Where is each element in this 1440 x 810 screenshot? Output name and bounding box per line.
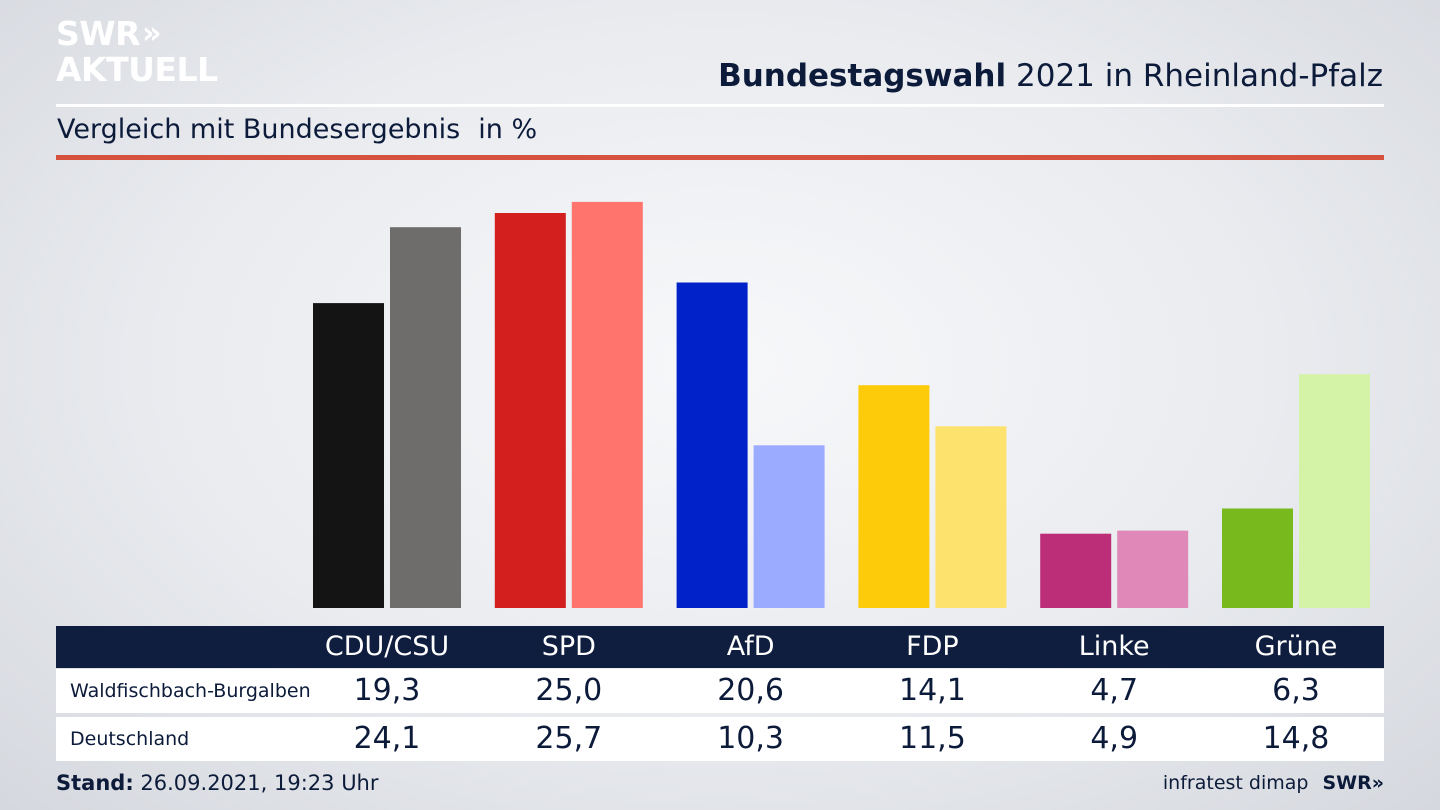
- value-linke-waldfischbach: 4,7: [1090, 673, 1139, 708]
- subtitle-divider: [56, 155, 1384, 160]
- value-fdp-waldfischbach: 14,1: [898, 673, 966, 708]
- row-label-waldfischbach: Waldfischbach-Burgalben: [70, 680, 311, 702]
- swr-aktuell-logo: SWR » AKTUELL: [56, 16, 218, 88]
- table-header-row: CDU/CSU SPD AfD FDP Linke Grüne: [56, 626, 1384, 668]
- bar-linke-deutschland: [1117, 530, 1189, 608]
- timestamp-label: Stand:: [56, 771, 134, 795]
- source-name: infratest dimap: [1162, 772, 1309, 794]
- table-row-waldfischbach: Waldfischbach-Burgalben 19,3 25,0 20,6 14,1…: [56, 669, 1384, 713]
- bar-linke-waldfischbach: [1040, 533, 1112, 608]
- column-header-gr-ne: Grüne: [1254, 631, 1338, 662]
- value-fdp-deutschland: 11,5: [898, 721, 966, 756]
- bar-spd-deutschland: [571, 201, 643, 608]
- table-row-deutschland: Deutschland 24,1 25,7 10,3 11,5 4,9 14,8: [56, 717, 1384, 761]
- bar-fdp-waldfischbach: [858, 385, 930, 608]
- timestamp: Stand: 26.09.2021, 19:23 Uhr: [56, 771, 379, 795]
- value-afd-deutschland: 10,3: [717, 721, 784, 756]
- logo-aktuell-text: AKTUELL: [56, 50, 218, 89]
- value-linke-deutschland: 4,9: [1090, 721, 1139, 756]
- subtitle-unit: in %: [478, 114, 538, 145]
- value-cdu-csu-deutschland: 24,1: [353, 721, 421, 756]
- value-afd-waldfischbach: 20,6: [717, 673, 784, 708]
- chart-subtitle: Vergleich mit Bundesergebnis in %: [57, 114, 537, 145]
- value-gr-ne-waldfischbach: 6,3: [1272, 673, 1320, 708]
- subtitle-text: Vergleich mit Bundesergebnis: [57, 114, 461, 145]
- logo-chevron-icon: »: [142, 16, 162, 51]
- bar-gr-ne-waldfischbach: [1222, 508, 1293, 608]
- header-divider: [56, 104, 1384, 107]
- column-header-spd: SPD: [541, 631, 596, 662]
- bar-spd-waldfischbach: [494, 213, 566, 608]
- bar-cdu-csu-deutschland: [390, 227, 461, 608]
- value-spd-deutschland: 25,7: [535, 721, 603, 756]
- value-cdu-csu-waldfischbach: 19,3: [353, 673, 421, 708]
- chart-title-bold: Bundestagswahl: [718, 58, 1007, 94]
- chart-title: Bundestagswahl 2021 in Rheinland-Pfalz: [718, 58, 1383, 94]
- chart-title-rest: 2021 in Rheinland-Pfalz: [1016, 58, 1383, 94]
- swr-footer-logo: SWR»: [1322, 772, 1384, 794]
- column-header-fdp: FDP: [906, 631, 959, 662]
- source-credit: infratest dimap SWR»: [1163, 772, 1384, 794]
- bar-fdp-deutschland: [935, 426, 1007, 608]
- row-label-deutschland: Deutschland: [70, 728, 190, 750]
- timestamp-value: 26.09.2021, 19:23 Uhr: [140, 771, 379, 795]
- bar-cdu-csu-waldfischbach: [313, 303, 384, 608]
- bar-afd-deutschland: [753, 445, 825, 608]
- logo-swr-text: SWR: [56, 14, 141, 53]
- column-header-linke: Linke: [1078, 631, 1150, 662]
- column-header-cdu-csu: CDU/CSU: [324, 631, 450, 662]
- bar-gr-ne-deutschland: [1299, 374, 1370, 608]
- bar-afd-waldfischbach: [676, 282, 748, 608]
- value-gr-ne-deutschland: 14,8: [1262, 721, 1330, 756]
- column-header-afd: AfD: [726, 631, 775, 662]
- value-spd-waldfischbach: 25,0: [535, 673, 603, 708]
